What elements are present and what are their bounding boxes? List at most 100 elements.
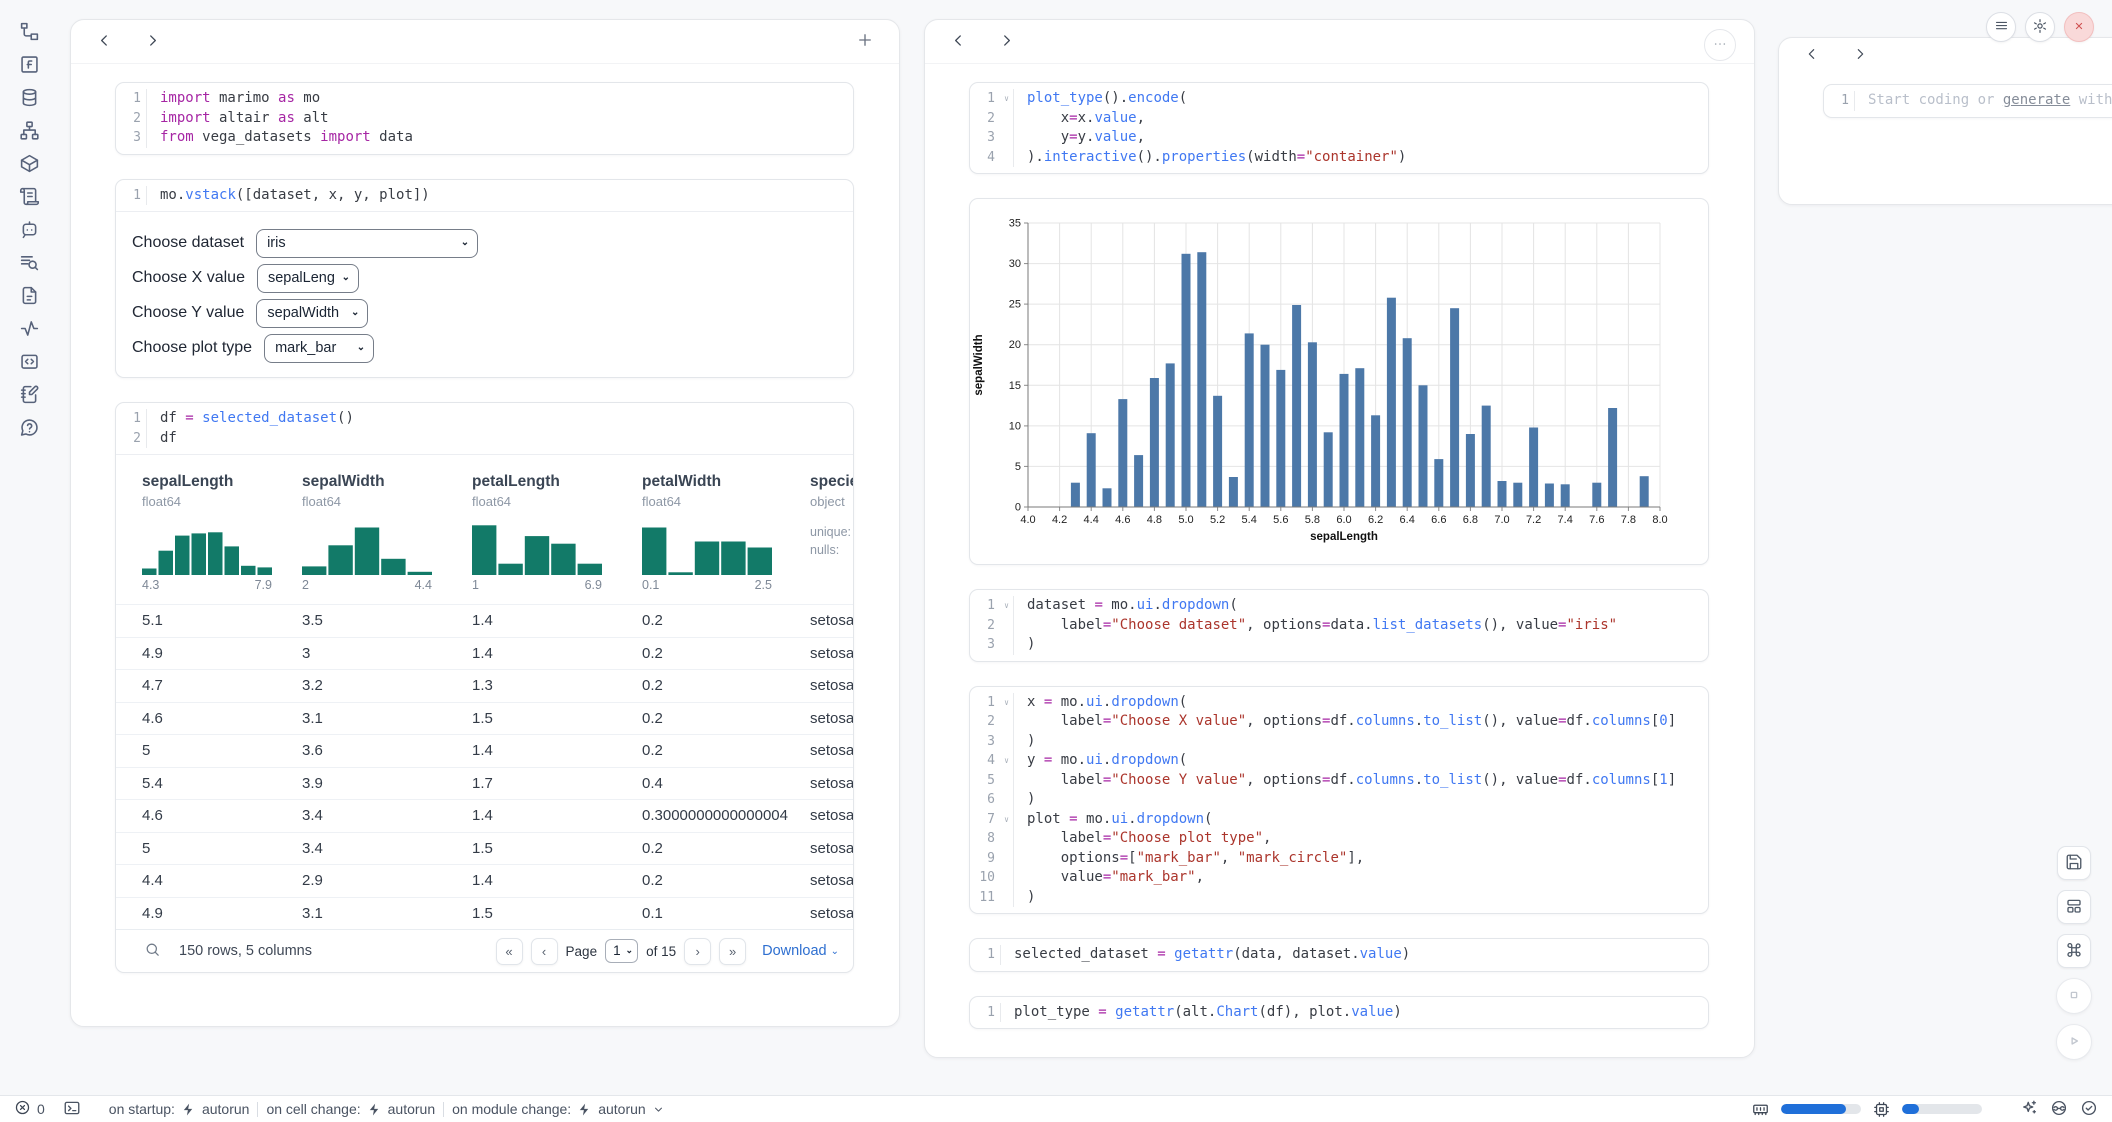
autorun-setting[interactable]: on module change:autorun [452, 1101, 665, 1117]
table-column-header[interactable]: petalWidthfloat640.12.5 [642, 473, 810, 592]
table-column-header[interactable]: sepalWidthfloat6424.4 [302, 473, 472, 592]
menu-button[interactable] [1986, 12, 2016, 42]
svg-text:7.4: 7.4 [1558, 514, 1573, 526]
assistant-button[interactable] [2050, 1099, 2068, 1120]
autorun-setting[interactable]: on cell change:autorun [266, 1101, 435, 1117]
empty-code-cell[interactable]: 1 Start coding or generate with [1823, 84, 2112, 118]
save-button[interactable] [2057, 846, 2091, 880]
terminal-button[interactable] [63, 1099, 81, 1120]
connection-status-button[interactable] [2080, 1099, 2098, 1120]
chevron-right-icon[interactable] [995, 31, 1017, 53]
code-cell-plot-type[interactable]: 1plot_type = getattr(alt.Chart(df), plot… [969, 996, 1709, 1030]
dependency-graph-icon[interactable] [14, 119, 44, 141]
svg-text:10: 10 [1009, 420, 1021, 432]
table-cell: 3.6 [302, 742, 472, 759]
code-cell-selected-dataset[interactable]: 1selected_dataset = getattr(data, datase… [969, 938, 1709, 972]
documentation-icon[interactable] [14, 284, 44, 306]
svg-text:4.4: 4.4 [1084, 514, 1099, 526]
table-cell: 0.4 [642, 775, 810, 792]
line-number: 2 [116, 109, 146, 129]
code-cell-xy-plot-dropdowns[interactable]: 1∨x = mo.ui.dropdown(2 label="Choose X v… [969, 686, 1709, 915]
autorun-setting[interactable]: on startup:autorun [109, 1101, 250, 1117]
table-row: 53.41.50.2setosa [116, 832, 853, 865]
search-icon[interactable] [144, 941, 161, 962]
line-number: 5 [970, 771, 1000, 791]
svg-text:sepalLength: sepalLength [1310, 531, 1378, 543]
keyboard-shortcuts-button[interactable] [2057, 934, 2091, 968]
workspace-tree-icon[interactable] [14, 20, 44, 42]
dropdown-select-choose-dataset[interactable]: iris [256, 229, 478, 258]
table-column-header[interactable]: speciesobjectunique:nulls: [810, 473, 854, 592]
table-cell: 4.4 [142, 872, 302, 889]
zap-icon [367, 1102, 382, 1117]
prev-page-button[interactable]: ‹ [531, 938, 558, 965]
add-cell-button[interactable] [853, 30, 877, 54]
next-page-button[interactable]: › [684, 938, 711, 965]
memory-icon [1752, 1101, 1769, 1118]
line-number: 1 [970, 1003, 1000, 1023]
code-line: 1plot_type = getattr(alt.Chart(df), plot… [970, 1003, 1708, 1023]
dropdown-select-choose-plot-type[interactable]: mark_bar [264, 334, 374, 363]
first-page-button[interactable]: « [496, 938, 523, 965]
errors-icon[interactable] [14, 1099, 31, 1119]
code-cell-imports[interactable]: 1import marimo as mo2import altair as al… [115, 82, 854, 155]
table-footer: 150 rows, 5 columns « ‹ Page 1 ⌄ of 15 ›… [116, 929, 853, 972]
table-row: 5.13.51.40.2setosa [116, 604, 853, 637]
last-page-button[interactable]: » [719, 938, 746, 965]
fold-chevron-icon[interactable]: ∨ [1000, 596, 1013, 616]
ai-chat-icon[interactable] [14, 218, 44, 240]
svg-text:0: 0 [1015, 502, 1021, 514]
svg-text:7.8: 7.8 [1621, 514, 1636, 526]
divider [257, 1102, 258, 1117]
scratchpad-icon[interactable] [14, 383, 44, 405]
svg-text:30: 30 [1009, 258, 1021, 270]
fold-chevron-icon[interactable]: ∨ [1000, 751, 1013, 771]
code-line: 7∨plot = mo.ui.dropdown( [970, 810, 1708, 830]
datasources-icon[interactable] [14, 86, 44, 108]
stop-button[interactable] [2056, 978, 2092, 1014]
run-button[interactable] [2056, 1024, 2092, 1060]
packages-icon[interactable] [14, 152, 44, 174]
layout-button[interactable] [2057, 890, 2091, 924]
chevron-left-icon[interactable] [93, 31, 115, 53]
bar-chart[interactable]: 4.04.24.44.64.85.05.25.45.65.86.06.26.46… [970, 199, 1708, 564]
table-column-header[interactable]: petalLengthfloat6416.9 [472, 473, 642, 592]
fold-chevron-icon[interactable]: ∨ [1000, 810, 1013, 830]
functions-icon[interactable] [14, 53, 44, 75]
generate-with-ai-link[interactable]: generate [2003, 92, 2070, 108]
dropdown-select-choose-y-value[interactable]: sepalWidth [256, 299, 368, 328]
table-column-header[interactable]: sepalLengthfloat644.37.9 [142, 473, 302, 592]
page-select[interactable]: 1 [605, 939, 638, 963]
window-controls [1986, 12, 2094, 42]
tracing-icon[interactable] [14, 317, 44, 339]
chevron-left-icon[interactable] [1801, 44, 1823, 66]
close-button[interactable] [2064, 12, 2094, 42]
line-number: 4 [970, 751, 1000, 771]
chevron-right-icon[interactable] [141, 31, 163, 53]
list-search-icon[interactable] [14, 251, 44, 273]
table-cell: 3 [302, 645, 472, 662]
snippets-icon[interactable] [14, 350, 44, 372]
table-cell: setosa [810, 840, 854, 857]
line-number: 1 [116, 89, 146, 109]
chevron-right-icon[interactable] [1849, 44, 1871, 66]
help-icon[interactable] [14, 416, 44, 438]
code-cell-dataset-dropdown[interactable]: 1∨dataset = mo.ui.dropdown(2 label="Choo… [969, 589, 1709, 662]
download-button[interactable]: Download⌄ [762, 943, 839, 959]
logs-icon[interactable] [14, 185, 44, 207]
dropdown-select-choose-x-value[interactable]: sepalLength [257, 264, 359, 293]
table-cell: setosa [810, 645, 854, 662]
settings-button[interactable] [2025, 12, 2055, 42]
code-cell-plot-encode[interactable]: 1∨plot_type().encode(2 x=x.value,3 y=y.v… [969, 82, 1709, 174]
dropdown-control-row: Choose Y valuesepalWidth⌄ [132, 298, 837, 328]
line-number: 10 [970, 868, 1000, 888]
table-cell: setosa [810, 807, 854, 824]
chevron-left-icon[interactable] [947, 31, 969, 53]
code-cell-dataframe[interactable]: 1df = selected_dataset()2df sepalLengthf… [115, 402, 854, 973]
svg-text:7.6: 7.6 [1589, 514, 1604, 526]
fold-chevron-icon[interactable]: ∨ [1000, 693, 1013, 713]
ai-sparkles-button[interactable] [2020, 1099, 2038, 1120]
table-cell: 3.4 [302, 840, 472, 857]
code-cell-vstack[interactable]: 1mo.vstack([dataset, x, y, plot]) Choose… [115, 179, 854, 379]
fold-chevron-icon[interactable]: ∨ [1000, 89, 1013, 109]
